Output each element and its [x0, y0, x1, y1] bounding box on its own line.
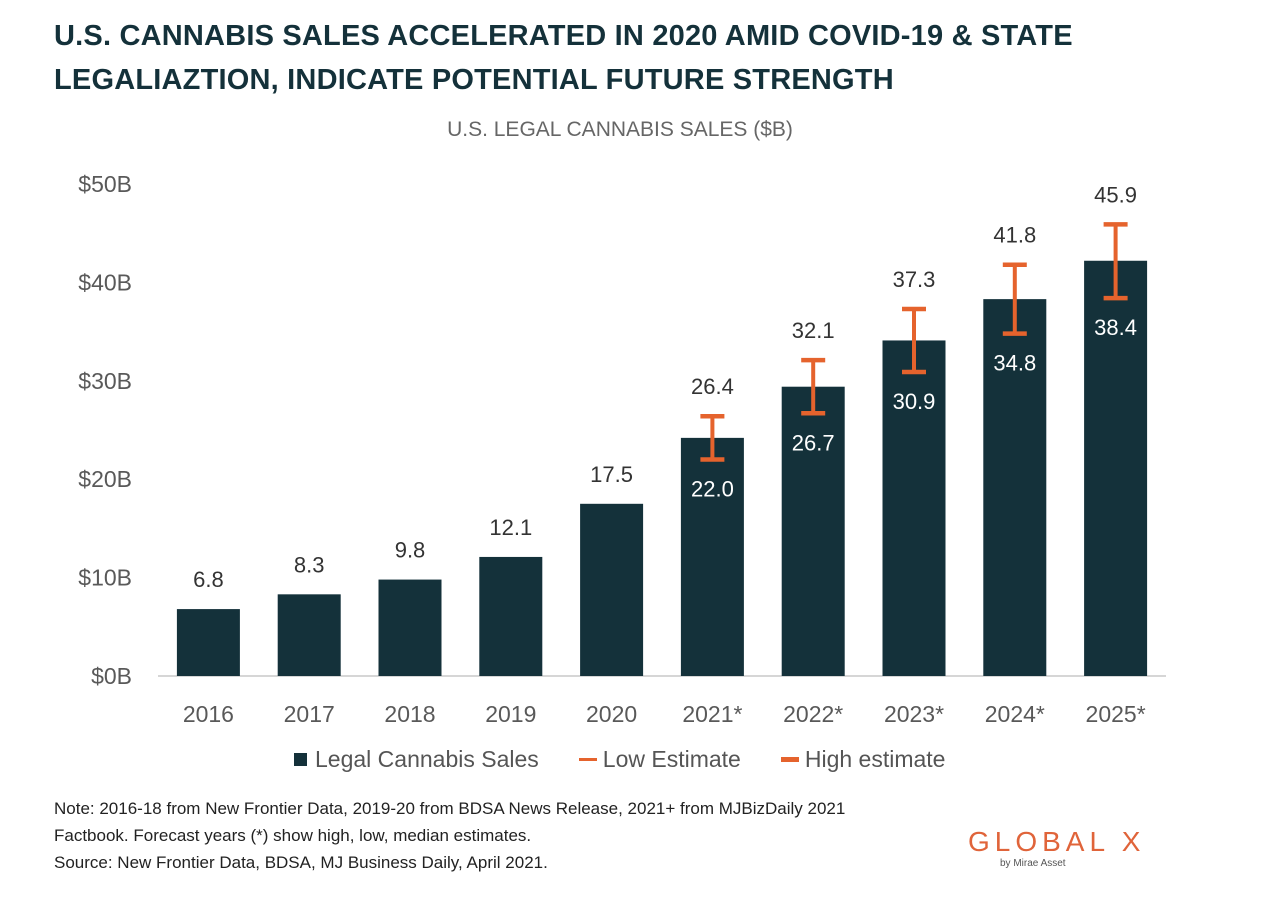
bar-top-label: 9.8: [395, 538, 426, 563]
bar: [1084, 260, 1148, 676]
logo-wordmark: GLOBAL X: [968, 826, 1146, 857]
bar: [479, 556, 543, 676]
x-tick-label: 2017: [284, 701, 335, 727]
source-line: Source: New Frontier Data, BDSA, MJ Busi…: [54, 853, 548, 872]
bar: [277, 594, 341, 676]
x-tick-label: 2019: [485, 701, 536, 727]
legend-item-low: Low Estimate: [578, 746, 741, 773]
bar: [983, 299, 1047, 676]
footnotes: Note: 2016-18 from New Frontier Data, 20…: [54, 795, 954, 876]
bar-inner-label: 30.9: [893, 389, 936, 414]
y-tick-label: $40B: [78, 269, 132, 295]
bar-top-label: 8.3: [294, 552, 325, 577]
global-x-logo: GLOBAL X by Mirae Asset: [968, 826, 1178, 869]
y-tick-label: $30B: [78, 368, 132, 394]
headline-line-2: LEGALIAZTION, INDICATE POTENTIAL FUTURE …: [54, 64, 894, 96]
bar-top-label: 32.1: [792, 318, 835, 343]
bar-top-label: 26.4: [691, 374, 734, 399]
bar-top-label: 45.9: [1094, 182, 1137, 207]
bar: [882, 340, 946, 676]
bar: [176, 609, 240, 676]
legend-item-high: High estimate: [780, 746, 946, 773]
bar: [781, 386, 845, 676]
note-line-2: Factbook. Forecast years (*) show high, …: [54, 826, 532, 845]
bar-inner-label: 26.7: [792, 430, 835, 455]
bar-top-label: 41.8: [993, 223, 1036, 248]
x-tick-label: 2023*: [884, 701, 944, 727]
bar: [680, 437, 744, 676]
y-tick-label: $0B: [91, 663, 132, 689]
bar-top-label: 37.3: [893, 267, 936, 292]
headline-line-1: U.S. CANNABIS SALES ACCELERATED IN 2020 …: [54, 20, 1073, 52]
bar-top-label: 6.8: [193, 567, 224, 592]
x-tick-label: 2022*: [783, 701, 843, 727]
legend-label-high: High estimate: [804, 746, 946, 772]
legend-label-sales: Legal Cannabis Sales: [315, 746, 539, 772]
x-tick-label: 2021*: [682, 701, 742, 727]
logo-tagline: by Mirae Asset: [1000, 858, 1066, 869]
legend-swatch-sales: [294, 753, 307, 766]
x-tick-label: 2018: [384, 701, 435, 727]
x-tick-label: 2020: [586, 701, 637, 727]
legend-label-low: Low Estimate: [602, 746, 741, 772]
legend-item-sales: Legal Cannabis Sales: [294, 746, 539, 773]
y-tick-label: $10B: [78, 565, 132, 591]
chart-title: U.S. LEGAL CANNABIS SALES ($B): [447, 118, 793, 141]
x-tick-label: 2025*: [1086, 701, 1146, 727]
note-line-1: Note: 2016-18 from New Frontier Data, 20…: [54, 799, 846, 818]
bar: [378, 579, 442, 676]
bar-inner-label: 34.8: [993, 351, 1036, 376]
legend-swatch-high: [780, 757, 799, 762]
bar-inner-label: 38.4: [1094, 315, 1137, 340]
bar-inner-label: 22.0: [691, 477, 734, 502]
bar-top-label: 12.1: [489, 515, 532, 540]
bar: [580, 503, 644, 676]
y-tick-label: $50B: [78, 171, 132, 197]
x-tick-label: 2024*: [985, 701, 1045, 727]
bar-chart: $0B $10B $20B $30B $40B $50B 2016 6.8 2017 8.3 201…: [78, 171, 1166, 727]
headline: U.S. CANNABIS SALES ACCELERATED IN 2020 …: [54, 14, 1204, 102]
legend-swatch-low: [578, 758, 597, 761]
x-tick-label: 2016: [183, 701, 234, 727]
bar-top-label: 17.5: [590, 462, 633, 487]
y-tick-label: $20B: [78, 466, 132, 492]
legend: Legal Cannabis Sales Low Estimate High e…: [294, 746, 985, 773]
